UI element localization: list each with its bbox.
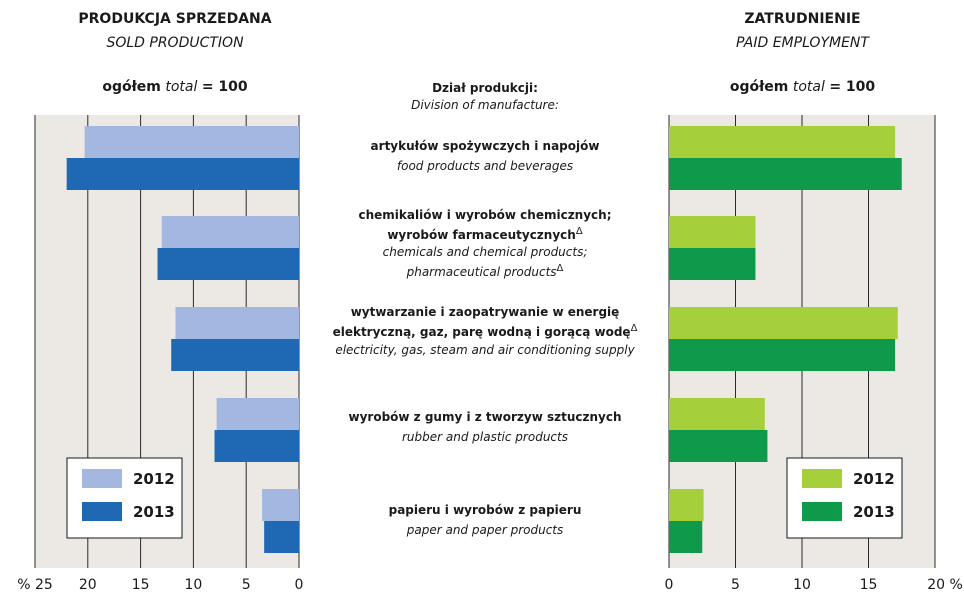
left-bar-2013 (171, 339, 299, 371)
left-total-value: = 100 (201, 79, 248, 95)
right-bar-2013 (669, 158, 902, 190)
division-superscript: Δ (556, 263, 564, 274)
left-tick-label: 5 (242, 577, 251, 593)
left-title: PRODUKCJA SPRZEDANA (78, 11, 272, 27)
division-label-pl: chemikaliów i wyrobów chemicznych; (358, 208, 612, 222)
right-total-bold: ogółem (729, 79, 789, 95)
right-tick-label: 0 (665, 577, 674, 593)
right-tick-label: 15 (860, 577, 878, 593)
right-tick-label: 5 (731, 577, 740, 593)
division-label-en: paper and paper products (406, 523, 564, 537)
right-bar-2012 (669, 489, 704, 521)
left-bar-2012 (262, 489, 299, 521)
left-tick-label: 15 (132, 577, 150, 593)
right-bar-2012 (669, 307, 898, 339)
right-bar-2012 (669, 216, 756, 248)
division-label-en: rubber and plastic products (402, 430, 568, 444)
division-label-pl: wyrobów farmaceutycznychΔ (387, 226, 583, 242)
right-total-italic: total (792, 79, 825, 95)
left-bar-2013 (264, 521, 299, 553)
left-total-label: ogółem total = 100 (40, 79, 310, 95)
right-total-value: = 100 (829, 79, 876, 95)
left-tick-label: 20 (79, 577, 97, 593)
right-legend-label-2013: 2013 (853, 503, 895, 521)
right-bar-2012 (669, 126, 896, 158)
division-superscript: Δ (630, 323, 638, 334)
left-total-bold: ogółem (102, 79, 161, 95)
left-bar-2013 (214, 430, 299, 462)
right-bar-2013 (669, 339, 896, 371)
right-tick-label: 10 (793, 577, 811, 593)
left-tick-label: % 25 (17, 577, 53, 593)
right-tick-label: 20 % (927, 577, 963, 593)
left-bar-2012 (175, 307, 299, 339)
left-legend-swatch-2012 (82, 469, 122, 488)
left-legend-label-2012: 2012 (133, 470, 175, 488)
division-header-en: Division of manufacture: (411, 98, 559, 112)
left-legend-label-2013: 2013 (133, 503, 175, 521)
left-tick-label: 0 (295, 577, 304, 593)
left-legend-swatch-2013 (82, 502, 122, 521)
left-tick-label: 10 (184, 577, 202, 593)
right-bar-2013 (669, 430, 768, 462)
left-subtitle: SOLD PRODUCTION (106, 35, 244, 51)
left-bar-2012 (216, 398, 299, 430)
right-title: ZATRUDNIENIE (744, 11, 861, 27)
right-bar-2012 (669, 398, 765, 430)
division-label-en: pharmaceutical productsΔ (406, 263, 564, 279)
left-bar-2013 (66, 158, 300, 190)
right-subtitle: PAID EMPLOYMENT (736, 35, 869, 51)
right-legend-swatch-2012 (802, 469, 842, 488)
division-label-pl: wyrobów z gumy i z tworzyw sztucznych (348, 410, 622, 424)
right-legend-label-2012: 2012 (853, 470, 895, 488)
division-label-pl: artykułów spożywczych i napojów (370, 139, 600, 153)
left-total-italic: total (165, 79, 198, 95)
right-bar-2013 (669, 521, 703, 553)
division-superscript: Δ (575, 226, 583, 237)
left-bar-2013 (157, 248, 299, 280)
right-legend-swatch-2013 (802, 502, 842, 521)
right-bar-2013 (669, 248, 756, 280)
division-label-en: electricity, gas, steam and air conditio… (335, 343, 635, 357)
right-total-label: ogółem total = 100 (670, 79, 935, 95)
division-label-en: food products and beverages (396, 159, 574, 173)
division-label-pl: papieru i wyrobów z papieru (388, 503, 582, 517)
left-bar-2012 (84, 126, 299, 158)
division-label-pl: wytwarzanie i zaopatrywanie w energię (350, 305, 620, 319)
division-header-pl: Dział produkcji: (432, 81, 538, 95)
division-label-pl: elektryczną, gaz, parę wodną i gorącą wo… (332, 323, 638, 339)
division-label-en: chemicals and chemical products; (382, 245, 588, 259)
left-bar-2012 (161, 216, 299, 248)
